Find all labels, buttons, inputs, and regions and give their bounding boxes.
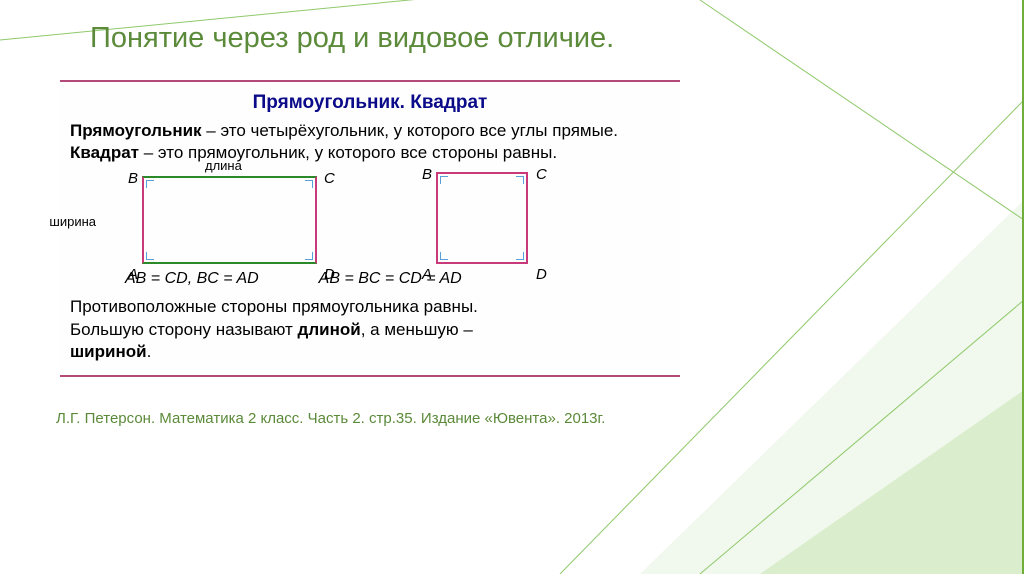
definition-text: Прямоугольник – это четырёхугольник, у к…: [70, 120, 670, 164]
rectangle-shape: [142, 176, 317, 264]
square-shape: [436, 172, 528, 264]
term-width: шириной: [70, 342, 147, 361]
vertex-a: A: [128, 266, 138, 283]
term-rectangle: Прямоугольник: [70, 121, 202, 140]
width-label: ширина: [49, 214, 96, 229]
equations-row: AB = CD, BC = AD AB = BC = CD = AD: [125, 270, 670, 288]
clip-heading: Прямоугольник. Квадрат: [70, 92, 670, 114]
length-label: длина: [205, 158, 242, 173]
term-square: Квадрат: [70, 143, 139, 162]
slide-title: Понятие через род и видовое отличие.: [90, 20, 730, 56]
clip-body-text: Противоположные стороны прямоугольника р…: [70, 296, 670, 362]
textbook-clip: Прямоугольник. Квадрат Прямоугольник – э…: [60, 80, 680, 376]
rectangle-equation: AB = CD, BC = AD: [125, 270, 259, 288]
diagram-row: длина ширина B C A D B C: [110, 170, 670, 264]
square-equation: AB = BC = CD = AD: [319, 270, 462, 288]
rectangle-diagram: длина ширина B C A D: [110, 174, 340, 264]
term-length: длиной: [298, 320, 361, 339]
vertex-d2: D: [536, 266, 547, 283]
square-diagram: B C A D: [410, 170, 570, 264]
citation-footer: Л.Г. Петерсон. Математика 2 класс. Часть…: [56, 409, 776, 429]
vertex-d: D: [324, 266, 335, 283]
vertex-a2: A: [422, 266, 432, 283]
